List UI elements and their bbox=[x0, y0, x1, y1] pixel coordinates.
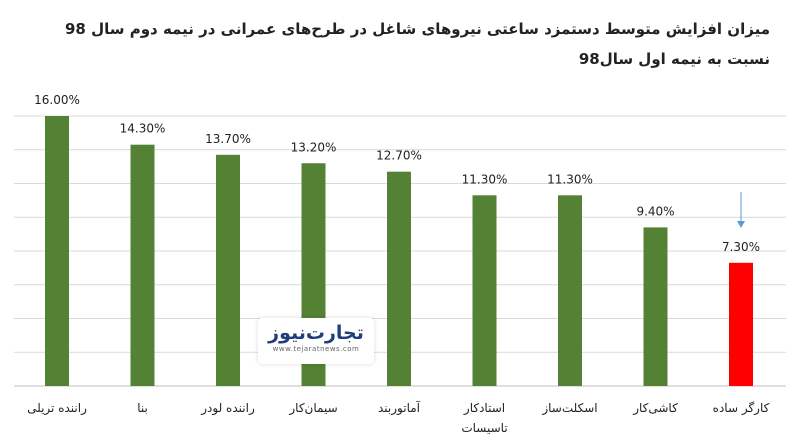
bar bbox=[130, 144, 155, 386]
highlight-arrow-icon bbox=[737, 221, 745, 228]
data-label: 11.30% bbox=[547, 172, 593, 186]
logo-name: تجارت‌نیوز bbox=[268, 322, 364, 344]
data-label: 16.00% bbox=[34, 93, 80, 107]
data-label: 13.70% bbox=[205, 132, 251, 146]
category-label: راننده تریلی bbox=[27, 401, 87, 416]
bar bbox=[387, 171, 411, 386]
category-label: بنا bbox=[137, 401, 148, 415]
data-label: 13.20% bbox=[291, 140, 337, 154]
chart-title-line-2: نسبت به نیمه اول سال98 bbox=[578, 50, 770, 68]
data-label: 11.30% bbox=[462, 172, 508, 186]
data-label: 12.70% bbox=[376, 149, 422, 163]
bar bbox=[558, 195, 582, 386]
category-label: کاشی‌کار bbox=[632, 401, 678, 416]
category-label: راننده لودر bbox=[200, 401, 255, 416]
chart-title-line-1: میزان افزایش متوسط دستمزد ساعتی نیروهای … bbox=[65, 20, 770, 38]
bar bbox=[45, 116, 69, 386]
bar bbox=[643, 227, 668, 386]
data-label: 9.40% bbox=[636, 204, 674, 218]
chart-title: میزان افزایش متوسط دستمزد ساعتی نیروهای … bbox=[30, 14, 770, 74]
category-label: اسکلت‌ساز bbox=[541, 401, 597, 416]
watermark-logo: تجارت‌نیوز www.tejaratnews.com bbox=[258, 318, 374, 364]
category-label: استادکار bbox=[463, 401, 505, 416]
category-label: کارگر ساده bbox=[713, 401, 770, 416]
bar bbox=[729, 262, 753, 386]
category-label: سیمان‌کار bbox=[288, 401, 337, 416]
bar bbox=[472, 195, 497, 386]
category-label: آماتوربند bbox=[378, 400, 421, 416]
data-label: 7.30% bbox=[722, 240, 760, 254]
bar bbox=[216, 154, 240, 386]
category-label: تاسیسات bbox=[461, 421, 507, 435]
logo-url: www.tejaratnews.com bbox=[272, 345, 360, 353]
data-label: 14.30% bbox=[120, 122, 166, 136]
